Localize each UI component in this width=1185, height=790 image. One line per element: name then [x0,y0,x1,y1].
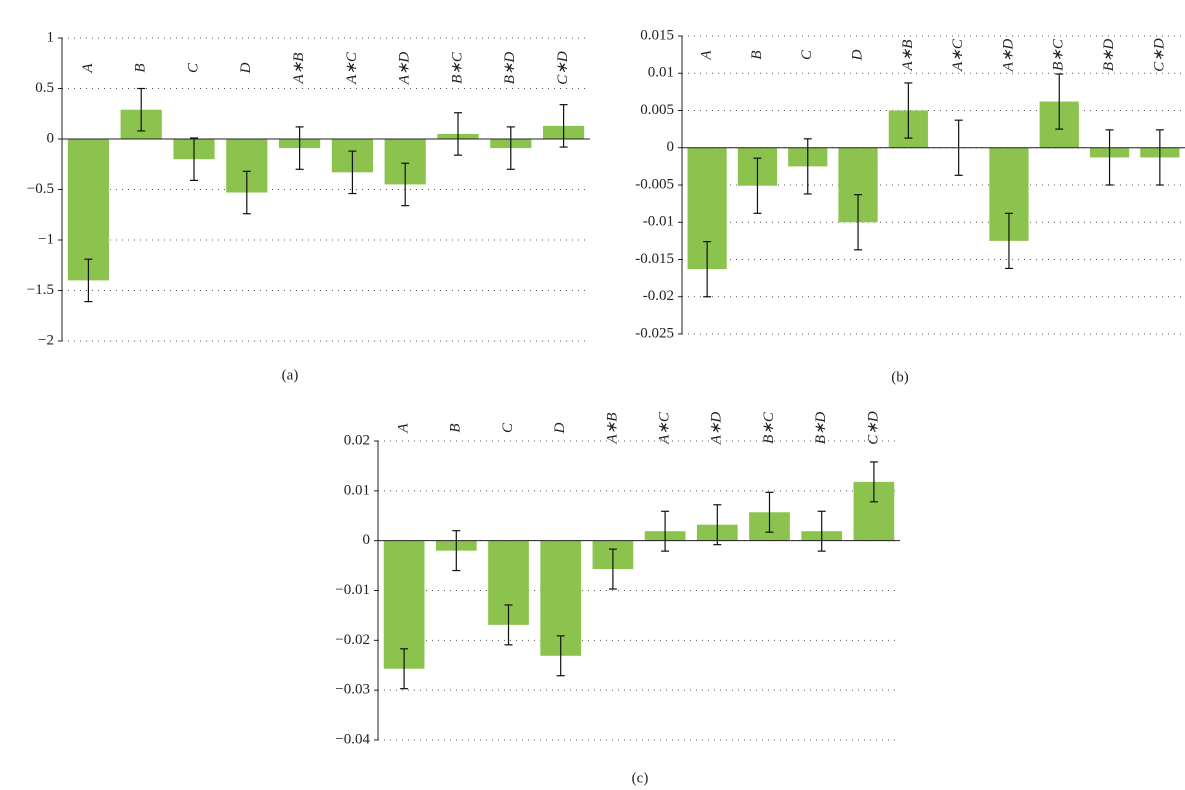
x-tick-label: D [849,49,865,61]
x-tick-label: B [133,63,149,72]
y-tick-label: 0.015 [640,27,674,43]
x-tick-label: B [448,423,464,432]
x-tick-label: B∗C [1051,38,1067,71]
y-tick-label: 0.01 [648,65,674,81]
y-tick-label: -0.01 [643,214,674,230]
x-tick-label: B∗D [1101,39,1117,72]
x-tick-label: B∗D [813,412,829,445]
x-tick-label: A∗C [950,38,966,72]
x-tick-label: A∗C [344,51,360,85]
x-tick-label: A∗D [1000,39,1016,73]
x-tick-label: C∗D [865,411,881,445]
x-tick-label: A [396,423,412,434]
bar [67,139,109,281]
panel-caption: (b) [891,369,909,385]
y-tick-label: −0.04 [335,731,370,747]
x-tick-label: D [552,422,568,434]
panel-caption: (a) [282,367,299,383]
x-tick-label: A∗D [709,412,725,446]
y-tick-label: −0.5 [27,181,54,197]
x-tick-label: A [699,50,715,61]
y-tick-label: 0 [47,130,55,146]
x-tick-label: C [799,49,815,60]
y-tick-label: −1 [38,231,54,247]
y-tick-label: −0.03 [335,682,370,698]
y-tick-label: -0.015 [635,251,674,267]
x-tick-label: C [185,62,201,73]
x-tick-label: A∗B [291,53,307,85]
y-tick-label: 0.005 [640,102,674,118]
x-tick-label: A∗B [604,413,620,445]
x-tick-label: D [238,62,254,74]
x-tick-label: A [80,63,96,74]
x-tick-label: A∗C [657,411,673,445]
y-tick-label: 0.5 [35,80,54,96]
y-tick-label: -0.025 [635,325,674,341]
x-tick-label: A∗D [397,52,413,86]
x-tick-label: B [749,50,765,59]
x-tick-label: B∗D [502,52,518,85]
x-tick-label: B∗C [449,51,465,84]
y-tick-label: 1 [47,29,55,45]
x-tick-label: A∗B [900,40,916,72]
y-tick-label: 0.02 [344,432,370,448]
bar [383,540,425,669]
x-tick-label: B∗C [761,411,777,444]
y-tick-label: −0.01 [335,582,370,598]
y-tick-label: -0.02 [643,288,674,304]
y-tick-label: -0.005 [635,176,674,192]
x-tick-label: C∗D [555,51,571,85]
x-tick-label: C∗D [1151,38,1167,72]
y-tick-label: 0 [667,139,675,155]
y-tick-label: 0 [363,532,371,548]
y-tick-label: −0.02 [335,632,370,648]
x-tick-label: C [500,422,516,433]
panel-caption: (c) [632,770,649,786]
y-tick-label: −1.5 [27,282,54,298]
y-tick-label: 0.01 [344,482,370,498]
y-tick-label: −2 [38,332,54,348]
